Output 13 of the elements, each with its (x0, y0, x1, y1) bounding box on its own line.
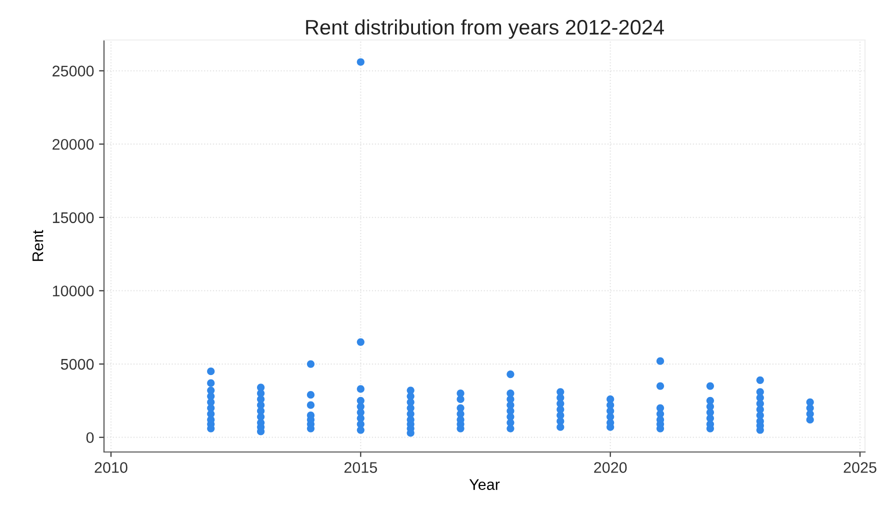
y-tick-label: 20000 (52, 138, 94, 150)
y-tick-label: 0 (86, 432, 94, 444)
chart-title: Rent distribution from years 2012-2024 (306, 19, 664, 39)
x-tick-label: 2015 (344, 462, 378, 473)
x-axis-title: Year (469, 479, 500, 490)
y-axis-title: Rent (32, 230, 44, 261)
y-tick-label: 5000 (60, 358, 94, 370)
y-tick-label: 25000 (52, 66, 94, 76)
x-tick-label: 2010 (94, 462, 128, 473)
y-tick-label: 10000 (52, 286, 94, 296)
y-tick-label: 15000 (52, 212, 94, 224)
x-tick-label: 2025 (844, 462, 876, 473)
x-tick-label: 2020 (594, 462, 627, 473)
